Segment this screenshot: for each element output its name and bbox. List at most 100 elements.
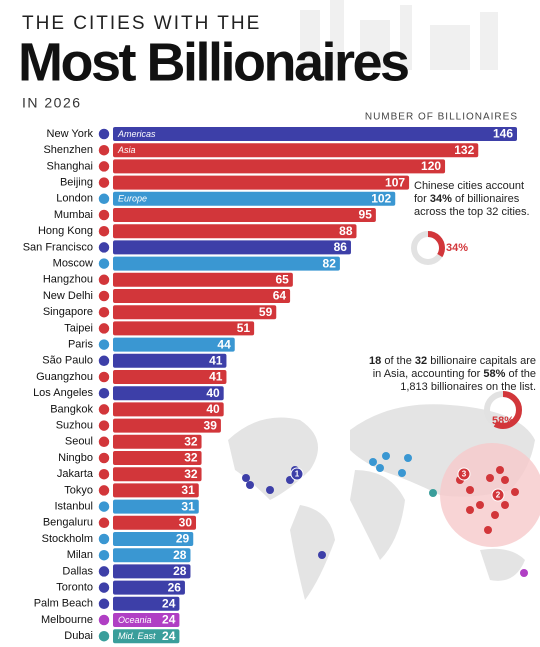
category-label: Mumbai (54, 209, 93, 221)
bar (113, 532, 194, 546)
category-label: Palm Beach (34, 598, 93, 610)
category-label: Shanghai (47, 160, 94, 172)
text: 58% (483, 368, 506, 380)
map-badge-label: 2 (496, 491, 501, 500)
text: of the 1,813 billionaires on the list. (400, 368, 536, 393)
value-label: 44 (217, 337, 231, 351)
bar (113, 191, 396, 206)
flag (97, 548, 111, 562)
bar (113, 143, 479, 158)
value-label: 82 (323, 256, 337, 270)
text: 32 (414, 355, 428, 367)
category-label: Toronto (56, 582, 93, 594)
legend-label: Europe (118, 194, 147, 204)
category-label: Milan (67, 549, 93, 561)
flag (97, 516, 111, 530)
map-badge (491, 488, 505, 502)
flag (97, 273, 111, 287)
bar (113, 272, 293, 287)
subtitle: IN 2026 (22, 95, 82, 111)
map-badge (290, 467, 304, 481)
flag (97, 402, 111, 417)
value-label: 32 (184, 467, 198, 481)
category-label: Los Angeles (33, 387, 93, 399)
value-label: 120 (421, 159, 441, 173)
bar (113, 224, 357, 239)
value-label: 64 (273, 289, 287, 303)
flag (97, 435, 111, 449)
value-label: 28 (173, 564, 187, 578)
value-label: 41 (209, 370, 223, 384)
category-label: Dallas (62, 565, 93, 577)
bar (113, 240, 351, 255)
text: billionaire capitals are in Asia, accoun… (372, 355, 536, 380)
bar (113, 564, 191, 579)
flag (97, 499, 111, 514)
category-label: Melbourne (41, 614, 93, 626)
flag (97, 159, 111, 174)
value-label: 39 (204, 418, 218, 432)
value-label: 95 (359, 208, 373, 222)
value-label: 86 (334, 240, 348, 254)
legend-label: Americas (117, 129, 156, 139)
bar (113, 629, 180, 644)
map-badge-label: 1 (295, 470, 300, 479)
bar (113, 548, 191, 563)
flag (97, 597, 111, 611)
flag (97, 224, 111, 238)
value-label: 59 (259, 305, 273, 319)
donut-arc (484, 391, 522, 429)
bar (113, 127, 517, 141)
flag (97, 532, 111, 546)
category-label: Hangzhou (43, 274, 93, 286)
value-label: 65 (276, 272, 290, 286)
flag (97, 337, 111, 352)
map-badge-label: 3 (462, 470, 467, 479)
bar (113, 337, 235, 352)
flag (97, 208, 111, 222)
map-badge (457, 467, 471, 481)
bar (113, 580, 185, 595)
value-label: 31 (181, 499, 195, 513)
bar (113, 467, 202, 482)
flag (97, 451, 111, 465)
flag (97, 321, 111, 336)
flag (97, 143, 111, 157)
value-label: 88 (339, 224, 353, 238)
bar (113, 596, 180, 611)
flag (97, 127, 111, 141)
text: of billionaires across the top 32 cities… (414, 193, 530, 218)
category-label: Bengaluru (43, 517, 93, 529)
flag (97, 564, 111, 579)
text: 18 (369, 355, 382, 367)
category-label: Taipei (64, 322, 93, 334)
flag (97, 483, 111, 498)
category-label: Paris (68, 339, 94, 351)
category-label: London (56, 193, 93, 205)
bar (113, 515, 197, 530)
category-label: Dubai (64, 630, 93, 642)
bar (113, 159, 446, 174)
legend-label: Mid. East (118, 631, 156, 641)
annotation-text: Chinese cities account for 34% of billio… (414, 180, 538, 219)
value-label: 29 (176, 532, 190, 546)
bar (113, 386, 224, 401)
bar (113, 305, 277, 320)
value-label: 24 (162, 596, 176, 610)
category-label: Shenzhen (43, 144, 93, 156)
value-label: 24 (162, 613, 176, 627)
flag (97, 613, 111, 627)
bar (113, 483, 199, 498)
category-label: Seoul (65, 436, 93, 448)
value-label: 32 (184, 451, 198, 465)
flag (97, 240, 111, 255)
value-label: 102 (371, 191, 391, 205)
bar (113, 451, 202, 465)
bar (113, 321, 255, 336)
bar (113, 402, 224, 417)
flag (97, 289, 111, 303)
flag (97, 629, 111, 643)
world-map (228, 404, 535, 600)
